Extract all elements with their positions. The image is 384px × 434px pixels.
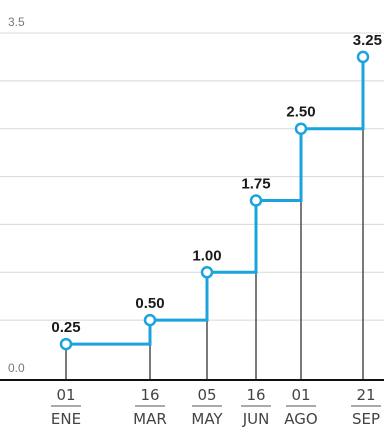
data-point: [200, 266, 214, 279]
data-point: [294, 122, 308, 135]
y-tick-label-max: 3.5: [8, 15, 25, 29]
y-tick-label-min: 0.0: [8, 361, 25, 375]
data-label: 1.75: [241, 176, 270, 193]
x-tick-day: 01: [56, 386, 75, 404]
x-tick-day: 21: [356, 386, 375, 404]
x-tick-day: 01: [291, 386, 310, 404]
x-tick-month: ENE: [51, 410, 81, 428]
x-tick-day: 05: [197, 386, 216, 404]
data-label: 0.50: [135, 295, 164, 312]
data-label: 1.00: [192, 247, 221, 264]
data-label: 3.25: [353, 32, 382, 49]
x-tick-day: 16: [246, 386, 265, 404]
x-tick-month: SEP: [352, 410, 380, 428]
step-series-line: [66, 56, 365, 346]
x-tick-month: MAR: [133, 410, 167, 428]
data-labels: 0.25 0.50 1.00 1.75 2.50 3.25: [51, 32, 382, 336]
data-point: [59, 337, 73, 351]
data-point: [356, 50, 370, 64]
data-point: [143, 313, 157, 327]
x-tick-month: MAY: [191, 410, 223, 428]
x-axis-labels: 01 ENE 16 MAR 05 MAY 16 JUN 01 AGO 21 SEP: [51, 386, 381, 428]
drop-lines: [65, 56, 364, 380]
data-point: [249, 194, 263, 207]
x-tick-day: 16: [140, 386, 159, 404]
data-label: 0.25: [51, 319, 80, 336]
gridlines: [0, 32, 384, 321]
data-points: [59, 50, 370, 351]
x-tick-month: JUN: [242, 410, 270, 428]
data-label: 2.50: [286, 104, 315, 121]
x-tick-month: AGO: [284, 410, 317, 428]
